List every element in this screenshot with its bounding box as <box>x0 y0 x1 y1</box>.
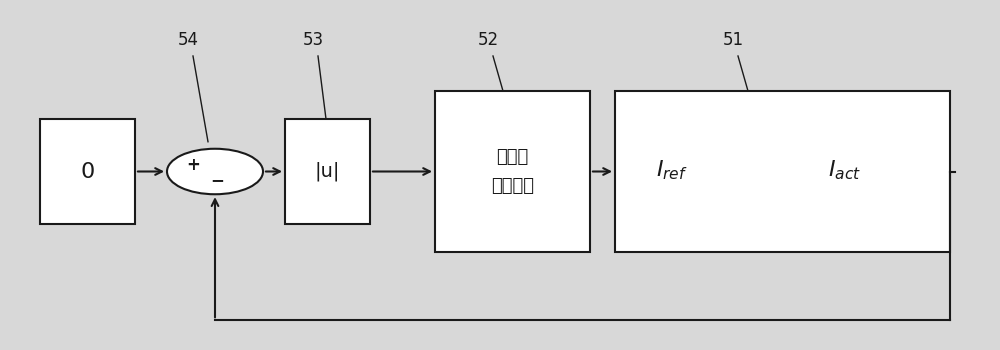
Text: $\mathit{I}_{ref}$: $\mathit{I}_{ref}$ <box>656 158 688 182</box>
Text: 53: 53 <box>302 31 324 49</box>
Text: 52: 52 <box>477 31 499 49</box>
Bar <box>40 119 135 224</box>
Text: 54: 54 <box>178 31 198 49</box>
Text: $\mathit{I}_{act}$: $\mathit{I}_{act}$ <box>828 158 862 182</box>
Bar <box>285 119 370 224</box>
Text: 0: 0 <box>80 161 95 182</box>
Text: −: − <box>210 171 224 189</box>
Text: |u|: |u| <box>315 162 340 181</box>
Ellipse shape <box>167 149 263 194</box>
Bar <box>615 91 950 252</box>
Text: +: + <box>186 156 200 174</box>
Text: 51: 51 <box>722 31 744 49</box>
Text: 最小值
跟踪功能: 最小值 跟踪功能 <box>491 148 534 195</box>
Bar <box>435 91 590 252</box>
